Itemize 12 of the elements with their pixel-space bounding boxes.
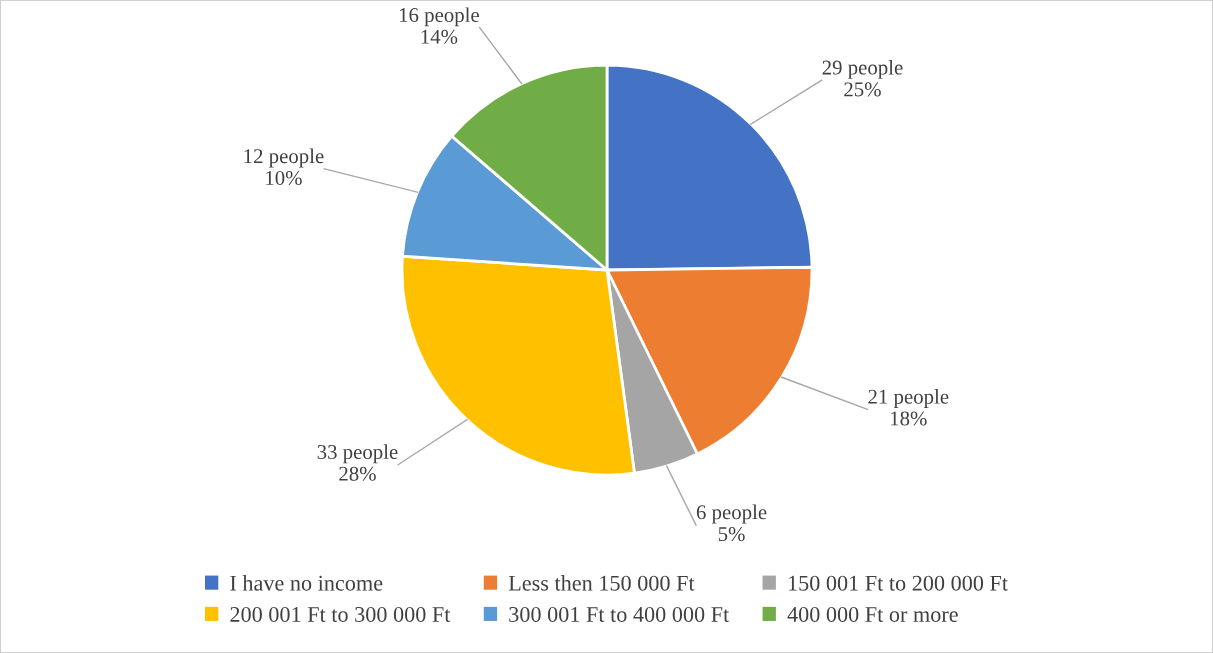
legend-label: 300 001 Ft to 400 000 Ft bbox=[509, 606, 730, 622]
data-label: 21 people 18% bbox=[868, 389, 949, 426]
data-label: 33 people 28% bbox=[317, 444, 398, 481]
legend-label: I have no income bbox=[230, 575, 383, 591]
legend-label: 200 001 Ft to 300 000 Ft bbox=[230, 606, 451, 622]
data-label: 16 people 14% bbox=[399, 7, 479, 44]
data-label: 29 people 25% bbox=[822, 59, 903, 97]
data-label: 6 people 5% bbox=[696, 504, 767, 542]
legend-label: 150 001 Ft to 200 000 Ft bbox=[788, 575, 1008, 591]
data-label: 12 people 10% bbox=[244, 148, 324, 186]
legend-label: Less then 150 000 Ft bbox=[508, 575, 695, 591]
legend-label: 400 000 Ft or more bbox=[787, 606, 958, 622]
